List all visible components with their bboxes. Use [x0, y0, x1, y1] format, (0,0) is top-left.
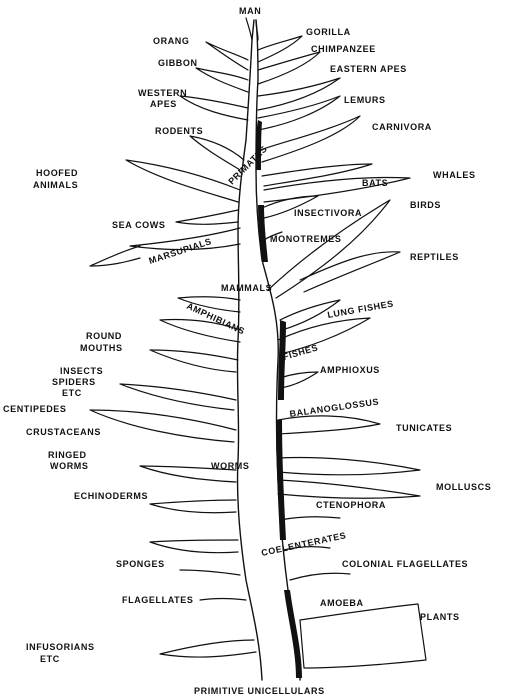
- label-reptiles: REPTILES: [410, 252, 459, 262]
- label-colonial-flagellates: COLONIAL FLAGELLATES: [342, 559, 468, 569]
- label-coelenterates: COELENTERATES: [260, 530, 347, 558]
- label-whales: WHALES: [433, 170, 476, 180]
- label-carnivora: CARNIVORA: [372, 122, 432, 132]
- label-plants: PLANTS: [420, 612, 460, 622]
- label-centipedes: CENTIPEDES: [3, 404, 67, 414]
- label-amoeba: AMOEBA: [320, 598, 364, 608]
- label-insectivora: INSECTIVORA: [294, 208, 362, 218]
- invertebrate-right-branches: [277, 415, 427, 669]
- invertebrate-left-branches: [89, 383, 257, 658]
- primate-branches: [179, 17, 341, 131]
- label-chimpanzee: CHIMPANZEE: [311, 44, 376, 54]
- label-bats: BATS: [362, 178, 388, 188]
- label-infusorians-line1: INFUSORIANS: [26, 642, 95, 652]
- label-western-apes-line1: WESTERN: [138, 88, 187, 98]
- label-western-apes-line2: APES: [150, 99, 177, 109]
- reptile-bird-branches: [177, 199, 401, 313]
- label-primitive-unicellulars: PRIMITIVE UNICELLULARS: [194, 686, 325, 696]
- label-amphioxus: AMPHIOXUS: [320, 365, 380, 375]
- label-birds: BIRDS: [410, 200, 441, 210]
- label-eastern-apes: EASTERN APES: [330, 64, 407, 74]
- label-ringed-worms-line1: RINGED: [48, 450, 87, 460]
- label-mammals: MAMMALS: [221, 283, 272, 293]
- label-rodents: RODENTS: [155, 126, 203, 136]
- fish-branches: [149, 299, 371, 389]
- label-fishes: FISHES: [282, 342, 319, 362]
- mammal-branches: [89, 115, 411, 267]
- label-marsupials: MARSUPIALS: [148, 236, 213, 266]
- label-amphibians: AMPHIBIANS: [185, 301, 246, 337]
- label-man: MAN: [239, 6, 261, 16]
- label-gorilla: GORILLA: [306, 27, 351, 37]
- label-molluscs: MOLLUSCS: [436, 482, 491, 492]
- label-spiders-line2: ETC: [62, 388, 82, 398]
- label-hoofed-animals-line1: HOOFED: [36, 168, 78, 178]
- label-sea-cows: SEA COWS: [112, 220, 165, 230]
- label-insects: INSECTS: [60, 366, 103, 376]
- label-spiders-line1: SPIDERS: [52, 377, 96, 387]
- label-round-mouths-line1: ROUND: [86, 331, 122, 341]
- label-orang: ORANG: [153, 36, 190, 46]
- label-lung-fishes: LUNG FISHES: [327, 298, 395, 320]
- label-flagellates: FLAGELLATES: [122, 595, 193, 605]
- label-tunicates: TUNICATES: [396, 423, 452, 433]
- label-ringed-worms-line2: WORMS: [50, 461, 89, 471]
- labels: MAN GORILLA ORANG CHIMPANZEE GIBBON EAST…: [3, 6, 491, 696]
- label-round-mouths-line2: MOUTHS: [80, 343, 123, 353]
- label-echinoderms: ECHINODERMS: [74, 491, 148, 501]
- label-lemurs: LEMURS: [344, 95, 386, 105]
- label-sponges: SPONGES: [116, 559, 165, 569]
- label-worms: WORMS: [211, 461, 250, 471]
- label-ctenophora: CTENOPHORA: [316, 500, 386, 510]
- label-infusorians-line2: ETC: [40, 654, 60, 664]
- label-monotremes: MONOTREMES: [270, 234, 342, 244]
- label-gibbon: GIBBON: [158, 58, 198, 68]
- label-hoofed-animals-line2: ANIMALS: [33, 180, 78, 190]
- label-crustaceans: CRUSTACEANS: [26, 427, 101, 437]
